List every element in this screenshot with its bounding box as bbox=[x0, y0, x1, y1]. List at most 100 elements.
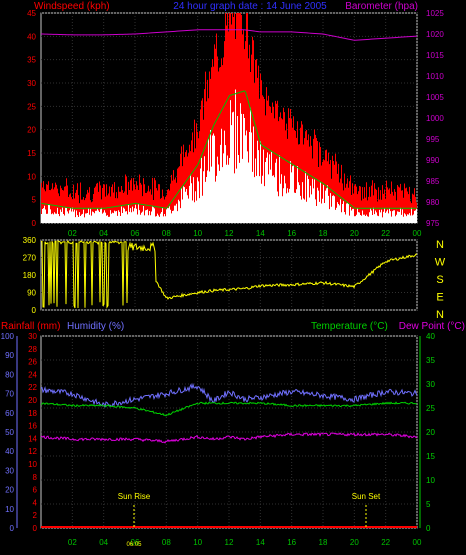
wind-y-tick: 25 bbox=[27, 102, 36, 111]
sun-rise-time: 06:05 bbox=[126, 542, 142, 548]
wind-x-tick: 10 bbox=[193, 229, 202, 238]
wind-y-tick: 10 bbox=[27, 172, 36, 181]
temp-x-tick: 02 bbox=[68, 538, 77, 547]
temperature-y-tick: 30 bbox=[426, 380, 435, 389]
temperature-y-tick: 15 bbox=[426, 452, 435, 461]
wind-x-tick: 02 bbox=[68, 229, 77, 238]
barometer-line bbox=[40, 29, 418, 41]
rainfall-y-tick: 24 bbox=[28, 370, 37, 379]
wind-x-tick: 06 bbox=[131, 229, 140, 238]
humidity-y-tick: 60 bbox=[5, 409, 14, 418]
rainfall-y-tick: 6 bbox=[33, 486, 38, 495]
humidity-y-tick: 90 bbox=[5, 351, 14, 360]
direction-y-tick: 0 bbox=[32, 306, 37, 315]
temperature-y-tick: 25 bbox=[426, 404, 435, 413]
sun-rise-label: Sun Rise bbox=[118, 492, 151, 501]
rainfall-y-tick: 18 bbox=[28, 409, 37, 418]
barometer-y-tick: 990 bbox=[426, 156, 440, 165]
wind-y-tick: 30 bbox=[27, 79, 36, 88]
barometer-y-tick: 975 bbox=[426, 219, 440, 228]
wind-y-tick: 35 bbox=[27, 56, 36, 65]
temp-series bbox=[40, 382, 418, 528]
rainfall-y-tick: 10 bbox=[28, 460, 37, 469]
chart-title: 24 hour graph date : 14 June 2005 bbox=[173, 1, 327, 12]
rainfall-y-tick: 0 bbox=[33, 524, 38, 533]
humidity-y-tick: 100 bbox=[1, 332, 15, 341]
temp-x-tick: 12 bbox=[225, 538, 234, 547]
barometer-y-tick: 1025 bbox=[426, 9, 444, 18]
dewpoint-axis-title: Dew Point (°C) bbox=[399, 321, 465, 332]
temp-x-tick: 04 bbox=[99, 538, 108, 547]
humidity-y-tick: 0 bbox=[10, 524, 15, 533]
rainfall-y-tick: 26 bbox=[28, 358, 37, 367]
barometer-y-tick: 1005 bbox=[426, 93, 444, 102]
temp-x-tick: 10 bbox=[193, 538, 202, 547]
compass-label: N bbox=[436, 239, 444, 251]
barometer-y-tick: 980 bbox=[426, 198, 440, 207]
wind-y-axis-labels: 0 5 10 15 20 25 30 35 40 45 bbox=[27, 9, 36, 228]
direction-y-tick: 270 bbox=[23, 254, 37, 263]
wind-speed-bars bbox=[41, 89, 417, 223]
rainfall-y-tick: 22 bbox=[28, 383, 37, 392]
wind-x-tick: 16 bbox=[287, 229, 296, 238]
wind-y-tick: 0 bbox=[32, 219, 37, 228]
wind-x-tick: 04 bbox=[99, 229, 108, 238]
wind-x-tick: 08 bbox=[162, 229, 171, 238]
temp-x-tick: 22 bbox=[381, 538, 390, 547]
temperature-y-tick: 40 bbox=[426, 332, 435, 341]
rainfall-y-tick: 30 bbox=[28, 332, 37, 341]
rainfall-y-tick: 2 bbox=[33, 511, 38, 520]
compass-label: E bbox=[436, 292, 443, 304]
barometer-y-tick: 995 bbox=[426, 135, 440, 144]
humidity-y-tick: 80 bbox=[5, 370, 14, 379]
barometer-y-tick: 1010 bbox=[426, 72, 444, 81]
direction-y-tick: 360 bbox=[23, 236, 37, 245]
temperature-y-tick: 35 bbox=[426, 356, 435, 365]
temp-x-tick: 00 bbox=[413, 538, 422, 547]
direction-y-tick: 180 bbox=[23, 271, 37, 280]
wind-y-tick: 45 bbox=[27, 9, 36, 18]
humidity-y-tick: 70 bbox=[5, 390, 14, 399]
humidity-y-tick: 30 bbox=[5, 466, 14, 475]
wind-series bbox=[40, 13, 418, 223]
humidity-y-tick: 50 bbox=[5, 428, 14, 437]
temperature-y-tick: 10 bbox=[426, 476, 435, 485]
rainfall-y-tick: 14 bbox=[28, 434, 37, 443]
barometer-y-tick: 1020 bbox=[426, 30, 444, 39]
temperature-line bbox=[40, 401, 418, 417]
humidity-line bbox=[40, 382, 418, 408]
barometer-axis-title: Barometer (hpa) bbox=[345, 1, 418, 12]
wind-y-tick: 5 bbox=[32, 196, 37, 205]
rainfall-y-tick: 8 bbox=[33, 473, 38, 482]
temp-x-tick: 16 bbox=[287, 538, 296, 547]
wind-x-tick: 12 bbox=[225, 229, 234, 238]
compass-label: W bbox=[435, 257, 446, 269]
temp-x-tick: 20 bbox=[350, 538, 359, 547]
barometer-y-tick: 1015 bbox=[426, 51, 444, 60]
temp-panel-grid bbox=[41, 335, 418, 529]
temp-x-tick: 08 bbox=[162, 538, 171, 547]
humidity-y-tick: 10 bbox=[5, 505, 14, 514]
rainfall-y-tick: 28 bbox=[28, 345, 37, 354]
sun-set-label: Sun Set bbox=[352, 492, 381, 501]
wind-x-tick: 00 bbox=[413, 229, 422, 238]
barometer-y-axis-labels: 975 980 985 990 995 1000 1005 1010 1015 1020 1025 bbox=[426, 9, 444, 228]
wind-x-tick: 22 bbox=[381, 229, 390, 238]
temp-x-tick: 14 bbox=[256, 538, 265, 547]
wind-y-tick: 40 bbox=[27, 32, 36, 41]
wind-x-axis-labels: 02 04 06 08 10 12 14 16 18 20 22 00 bbox=[68, 229, 422, 238]
temperature-y-tick: 0 bbox=[426, 524, 431, 533]
direction-y-axis-labels: 0 90 180 270 360 bbox=[23, 236, 37, 315]
wind-average-line bbox=[41, 90, 417, 209]
direction-panel-frame bbox=[40, 239, 418, 311]
temp-x-axis-labels: 02 04 06 08 10 12 14 16 18 20 22 00 bbox=[68, 538, 422, 547]
wind-y-tick: 15 bbox=[27, 149, 36, 158]
temperature-y-tick: 20 bbox=[426, 428, 435, 437]
rainfall-y-tick: 16 bbox=[28, 422, 37, 431]
compass-label: S bbox=[436, 274, 443, 286]
wind-direction-line bbox=[40, 240, 418, 309]
wind-x-tick: 20 bbox=[350, 229, 359, 238]
dewpoint-line bbox=[40, 432, 418, 444]
